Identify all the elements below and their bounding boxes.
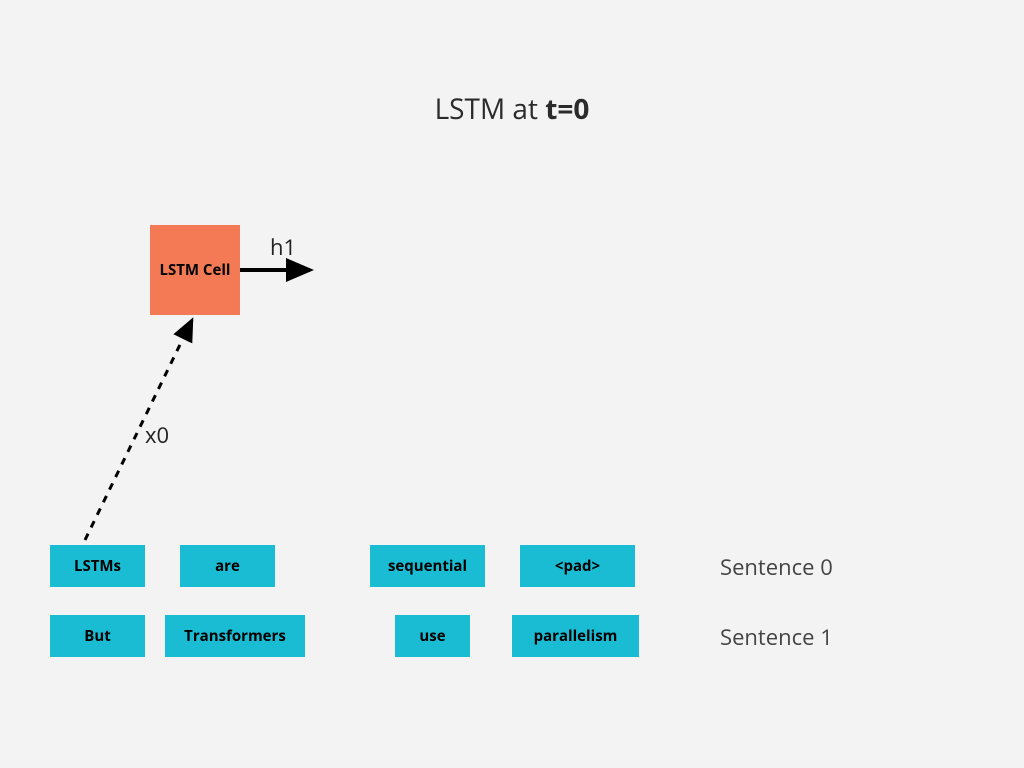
label-h-out: h1: [270, 232, 296, 262]
lstm-cell-label: LSTM Cell: [159, 260, 230, 280]
token-r0-c2: sequential: [370, 545, 485, 587]
arrow-x-in: [85, 320, 192, 540]
token-r1-c1: Transformers: [165, 615, 305, 657]
token-r1-c3: parallelism: [512, 615, 639, 657]
token-r0-c3: <pad>: [520, 545, 635, 587]
token-r0-c0: LSTMs: [50, 545, 145, 587]
token-r0-c1: are: [180, 545, 275, 587]
title-bold: t=0: [545, 90, 589, 128]
token-r1-c2: use: [395, 615, 470, 657]
diagram-title: LSTM at t=0: [435, 90, 590, 128]
title-prefix: LSTM at: [435, 90, 546, 128]
token-r1-c0: But: [50, 615, 145, 657]
row-label-0: Sentence 0: [720, 552, 833, 582]
lstm-cell: LSTM Cell: [150, 225, 240, 315]
label-x-in: x0: [145, 420, 169, 450]
row-label-1: Sentence 1: [720, 622, 833, 652]
